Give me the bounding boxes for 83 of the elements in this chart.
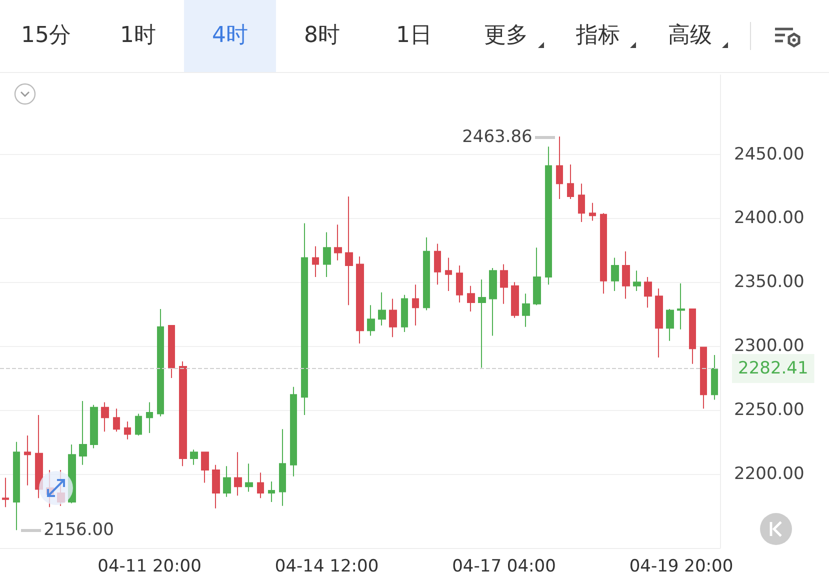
x-tick-label: 04-17 04:00	[452, 556, 556, 576]
candlestick	[556, 136, 563, 200]
candlestick	[79, 400, 87, 466]
candlestick	[533, 247, 541, 306]
y-tick-label: 2400.00	[734, 208, 804, 228]
candlestick	[423, 236, 430, 311]
candlestick	[290, 386, 297, 477]
candlestick	[522, 293, 530, 328]
candlestick	[633, 270, 641, 292]
candlestick	[35, 414, 43, 499]
candlestick	[245, 463, 253, 492]
candlestick	[179, 360, 187, 467]
candlestick	[511, 282, 519, 318]
annotation: 2156.00	[44, 520, 114, 540]
candlestick	[644, 276, 652, 308]
y-tick-label: 2200.00	[734, 464, 804, 484]
candlestick	[124, 420, 131, 440]
candlestick	[13, 441, 20, 531]
candlestick	[456, 264, 463, 304]
candlestick	[334, 224, 342, 261]
candlestick	[578, 183, 585, 223]
candlestick	[312, 246, 319, 278]
candlestick	[378, 292, 386, 326]
text: 1日	[395, 22, 433, 50]
candlestick	[700, 346, 707, 410]
candlestick	[600, 212, 607, 294]
x-tick-label: 04-11 20:00	[98, 556, 202, 576]
candlestick	[90, 404, 98, 449]
candlestick	[279, 428, 286, 506]
candlestick	[412, 284, 419, 326]
y-tick-label: 2250.00	[734, 400, 804, 420]
candlestick	[301, 222, 308, 416]
text: 1时	[119, 22, 157, 50]
candlestick	[677, 282, 685, 330]
candlestick	[401, 294, 408, 332]
candlestick	[2, 477, 9, 508]
x-tick-label: 04-19 20:00	[629, 556, 734, 576]
candlestick	[157, 308, 164, 417]
y-tick-label: 2350.00	[734, 272, 804, 292]
candlestick	[24, 435, 31, 486]
candlestick	[223, 466, 231, 498]
candlestick	[356, 256, 364, 344]
candlestick	[257, 472, 264, 499]
candlestick	[611, 257, 619, 292]
x-tick-label: 04-14 12:00	[274, 556, 379, 576]
candlestick	[689, 308, 696, 364]
candlestick	[500, 264, 508, 304]
candlestick	[389, 298, 397, 338]
candlestick	[666, 308, 674, 342]
candlestick	[212, 464, 220, 509]
ref-line-label: 2282.41	[738, 358, 808, 379]
candlestick	[489, 268, 497, 336]
candlestick	[545, 146, 552, 286]
candlestick	[135, 413, 142, 436]
candlestick	[101, 402, 109, 432]
text: 高级	[667, 22, 713, 50]
candlestick	[711, 354, 718, 400]
candlestick	[268, 481, 275, 502]
text: 8时	[303, 22, 341, 50]
y-tick-label: 2300.00	[734, 336, 804, 356]
candlestick	[467, 285, 475, 312]
candlestick	[478, 279, 486, 368]
candlestick	[345, 196, 353, 306]
text: 指标	[575, 22, 621, 50]
y-tick-label: 2450.00	[734, 144, 804, 164]
annotation: 2463.86	[462, 126, 532, 147]
candlestick	[655, 288, 663, 358]
candlestick	[113, 408, 120, 432]
text: 15分	[20, 22, 72, 50]
text: 4时	[184, 0, 276, 72]
candlestick	[201, 452, 209, 484]
text: 更多	[483, 22, 529, 50]
candlestick	[367, 304, 375, 336]
candlestick	[434, 243, 441, 286]
candlestick	[622, 250, 630, 300]
candlestick	[589, 202, 596, 222]
candlestick	[190, 449, 198, 466]
candlestick	[146, 402, 153, 434]
candlestick	[168, 325, 175, 378]
candlestick	[445, 257, 452, 292]
candlestick	[234, 452, 242, 496]
candlestick	[323, 232, 331, 278]
candlestick	[567, 164, 574, 200]
